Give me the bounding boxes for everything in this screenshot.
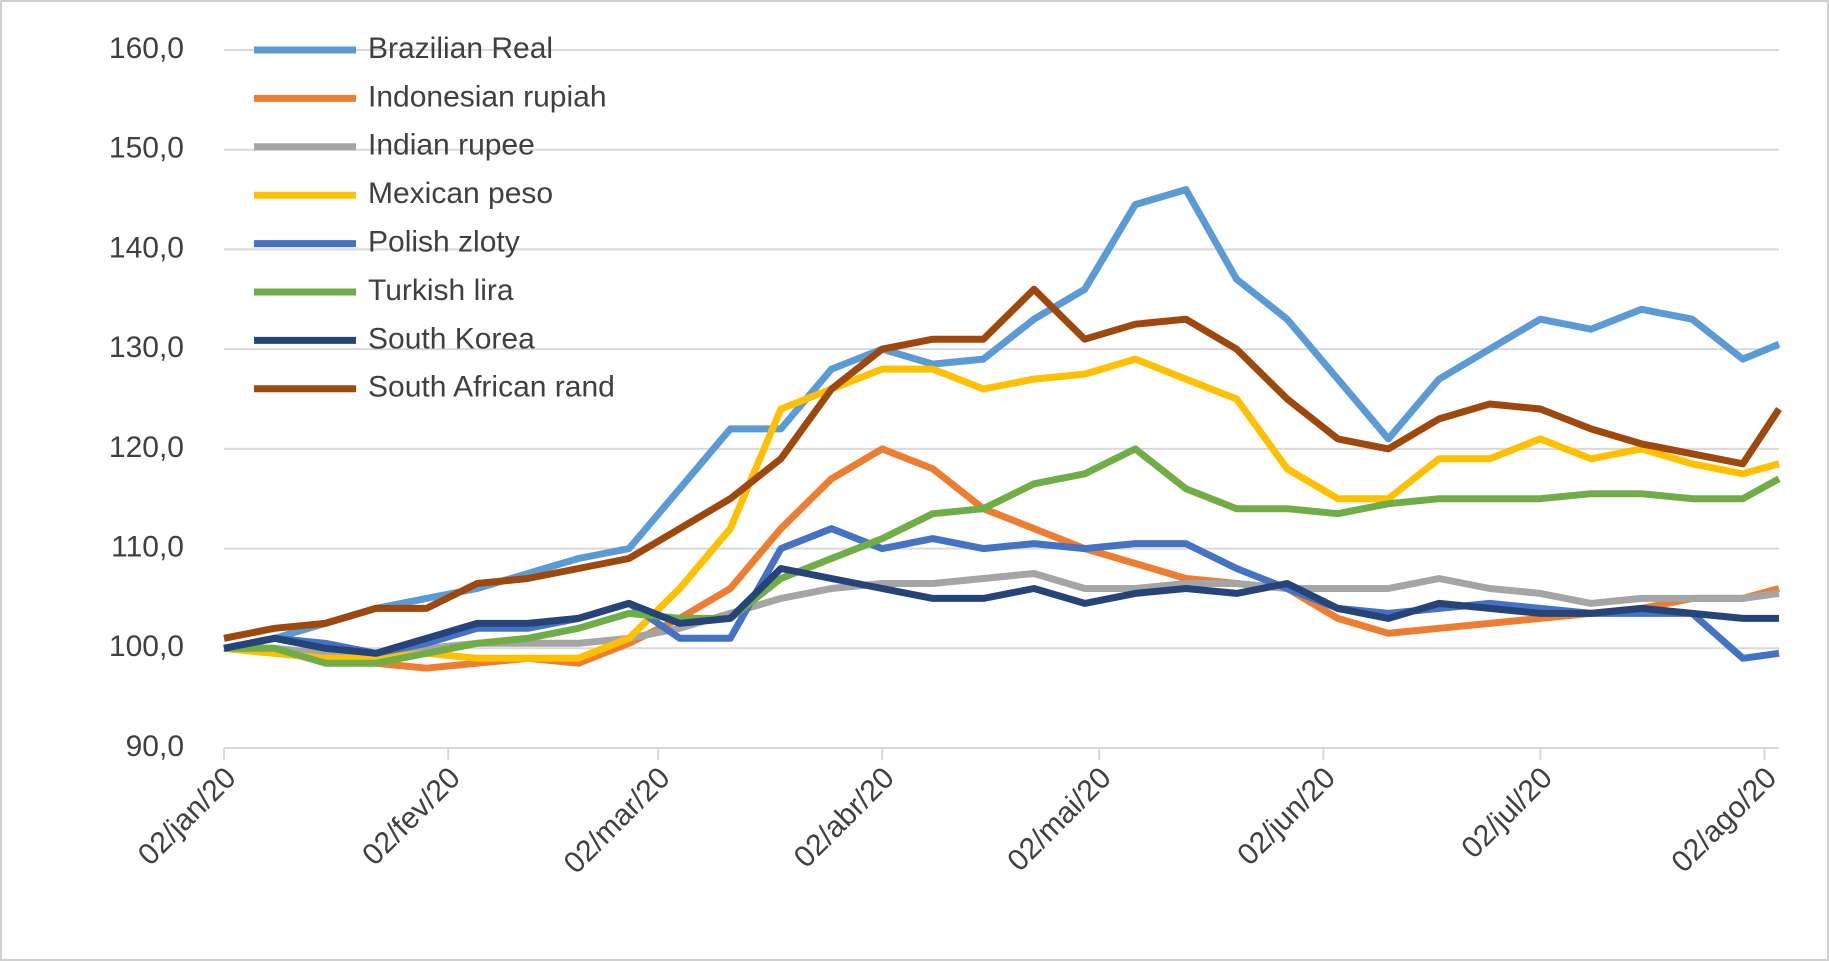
series-line	[223, 285, 1782, 642]
legend-label: Brazilian Real	[368, 32, 553, 65]
legend-label: South Korea	[368, 322, 535, 355]
y-tick-label: 130,0	[109, 331, 184, 364]
series-line	[223, 565, 1779, 657]
series-line	[224, 445, 1781, 667]
legend-label: Indian rupee	[368, 129, 535, 162]
series-line	[223, 355, 1780, 662]
y-tick-label: 150,0	[109, 132, 184, 165]
y-tick-label: 100,0	[109, 630, 184, 663]
legend-label: Mexican peso	[368, 177, 553, 210]
y-tick-label: 160,0	[109, 32, 184, 65]
legend-label: Polish zloty	[368, 226, 520, 259]
series-line	[223, 445, 1780, 672]
legend-label: Turkish lira	[368, 274, 514, 307]
y-tick-label: 110,0	[111, 530, 184, 563]
y-tick-label: 120,0	[109, 431, 184, 464]
legend-label: Indonesian rupiah	[368, 80, 607, 113]
y-tick-label: 140,0	[109, 231, 184, 264]
y-tick-label: 90,0	[126, 730, 184, 763]
series-line	[223, 525, 1780, 662]
legend-label: South African rand	[368, 371, 615, 404]
